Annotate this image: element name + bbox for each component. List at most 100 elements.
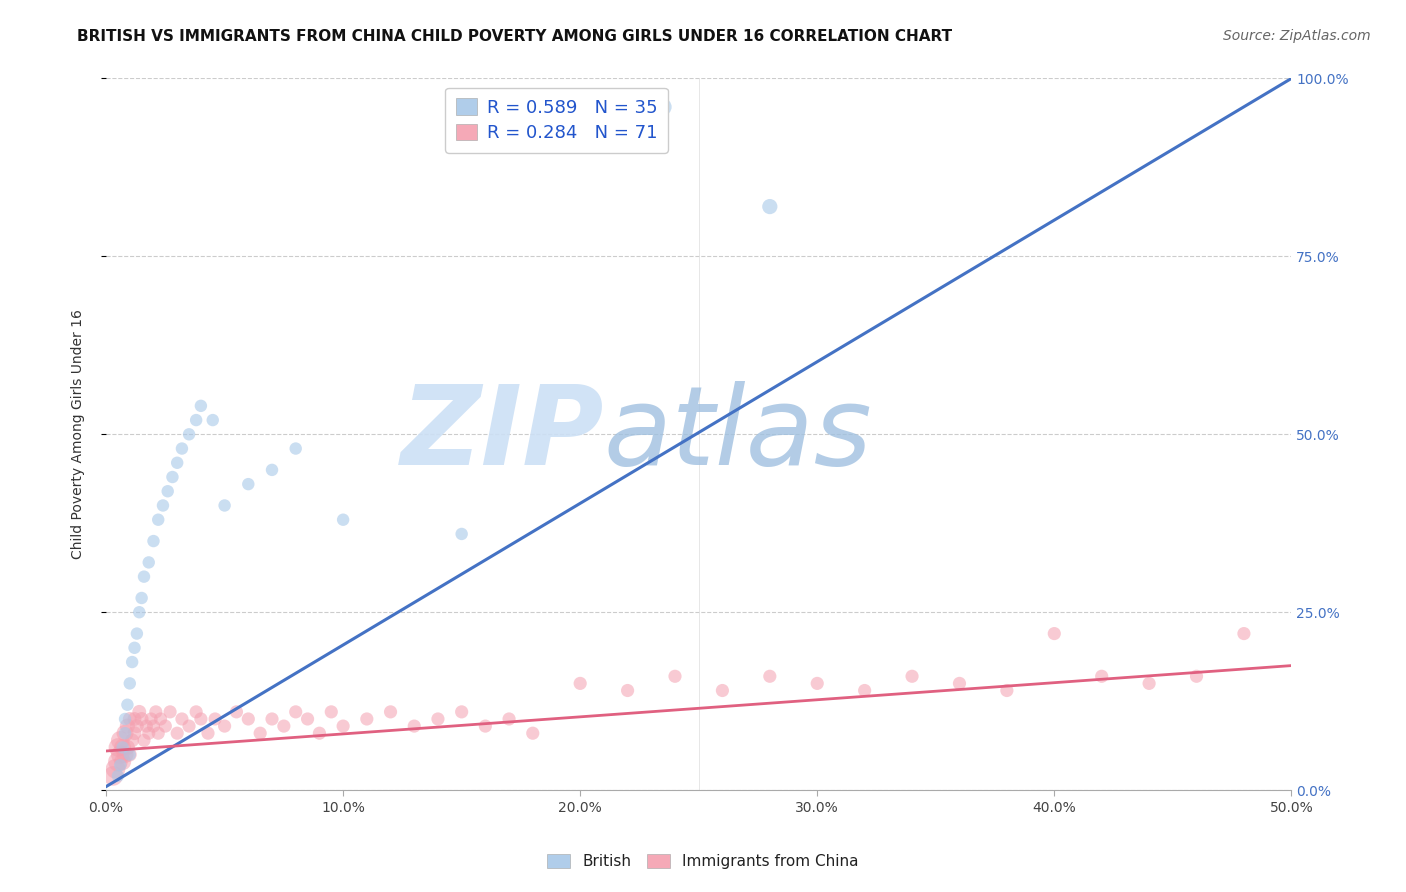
Point [124, 712, 146, 726]
Point [118, 747, 141, 762]
Point [284, 442, 307, 456]
Point [148, 726, 170, 740]
Point [652, 100, 675, 114]
Point [132, 733, 155, 747]
Point [142, 719, 165, 733]
Point [1137, 676, 1160, 690]
Text: Source: ZipAtlas.com: Source: ZipAtlas.com [1223, 29, 1371, 43]
Point [664, 669, 686, 683]
Point [297, 712, 319, 726]
Point [111, 755, 134, 769]
Point [121, 733, 143, 747]
Point [125, 626, 148, 640]
Point [474, 719, 496, 733]
Point [186, 705, 208, 719]
Point [118, 676, 141, 690]
Point [190, 399, 212, 413]
Point [131, 591, 153, 605]
Point [166, 456, 188, 470]
Point [711, 683, 734, 698]
Point [260, 463, 283, 477]
Point [124, 640, 146, 655]
Point [148, 513, 170, 527]
Point [380, 705, 402, 719]
Point [110, 758, 132, 772]
Point [177, 427, 200, 442]
Point [156, 484, 179, 499]
Point [117, 719, 139, 733]
Point [522, 726, 544, 740]
Point [186, 413, 208, 427]
Point [948, 676, 970, 690]
Point [128, 605, 150, 619]
Point [107, 769, 129, 783]
Point [114, 726, 136, 740]
Point [616, 683, 638, 698]
Point [995, 683, 1018, 698]
Point [110, 733, 132, 747]
Point [332, 719, 354, 733]
Point [214, 719, 236, 733]
Text: ZIP: ZIP [401, 381, 605, 488]
Point [759, 669, 782, 683]
Point [114, 747, 136, 762]
Point [135, 719, 157, 733]
Point [201, 413, 224, 427]
Point [853, 683, 876, 698]
Text: BRITISH VS IMMIGRANTS FROM CHINA CHILD POVERTY AMONG GIRLS UNDER 16 CORRELATION : BRITISH VS IMMIGRANTS FROM CHINA CHILD P… [77, 29, 952, 44]
Point [1233, 626, 1256, 640]
Point [139, 712, 162, 726]
Point [104, 762, 127, 776]
Point [110, 747, 132, 762]
Point [321, 705, 343, 719]
Point [145, 705, 167, 719]
Point [159, 705, 181, 719]
Point [450, 527, 472, 541]
Point [132, 569, 155, 583]
Point [103, 769, 125, 783]
Point [238, 477, 260, 491]
Point [284, 705, 307, 719]
Point [170, 712, 193, 726]
Point [155, 719, 177, 733]
Point [124, 726, 146, 740]
Point [107, 740, 129, 755]
Point [640, 103, 662, 118]
Point [806, 676, 828, 690]
Y-axis label: Child Poverty Among Girls Under 16: Child Poverty Among Girls Under 16 [72, 310, 86, 559]
Point [190, 712, 212, 726]
Legend: R = 0.589   N = 35, R = 0.284   N = 71: R = 0.589 N = 35, R = 0.284 N = 71 [444, 87, 668, 153]
Point [131, 712, 153, 726]
Point [114, 712, 136, 726]
Point [404, 719, 426, 733]
Point [166, 726, 188, 740]
Point [214, 499, 236, 513]
Point [162, 470, 184, 484]
Point [308, 726, 330, 740]
Point [332, 513, 354, 527]
Point [759, 200, 782, 214]
Point [249, 726, 271, 740]
Point [1185, 669, 1208, 683]
Point [260, 712, 283, 726]
Point [107, 755, 129, 769]
Point [142, 534, 165, 549]
Point [125, 719, 148, 733]
Point [177, 719, 200, 733]
Text: atlas: atlas [605, 381, 873, 488]
Point [138, 726, 160, 740]
Point [197, 726, 219, 740]
Point [498, 712, 520, 726]
Point [118, 712, 141, 726]
Point [152, 499, 174, 513]
Point [170, 442, 193, 456]
Point [426, 712, 449, 726]
Point [1091, 669, 1114, 683]
Point [138, 556, 160, 570]
Point [1043, 626, 1066, 640]
Point [111, 740, 134, 755]
Point [901, 669, 924, 683]
Point [128, 705, 150, 719]
Point [149, 712, 172, 726]
Point [569, 676, 592, 690]
